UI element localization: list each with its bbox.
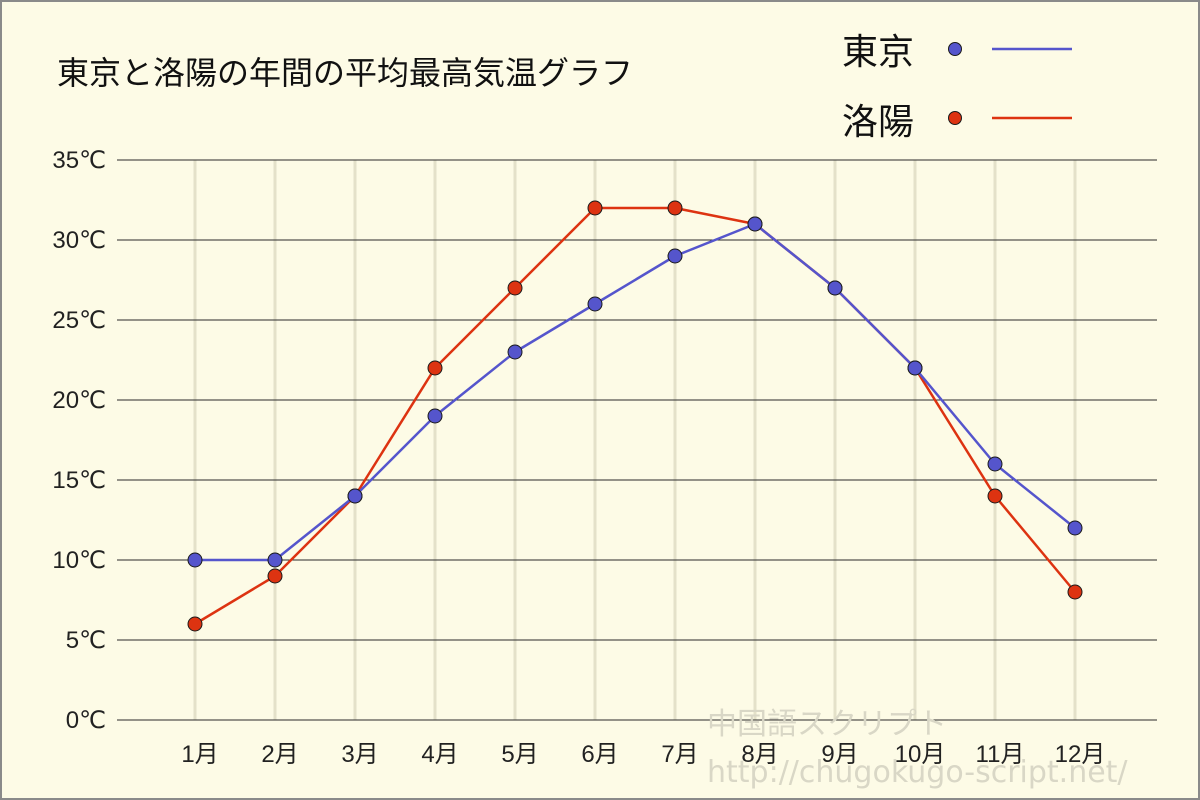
y-tick-label: 15℃ <box>52 467 106 494</box>
legend-label-luoyang: 洛陽 <box>842 102 914 143</box>
data-point <box>987 488 1003 504</box>
legend-label-tokyo: 東京 <box>842 32 914 73</box>
x-axis-ticks: 1月 2月 3月 4月 5月 6月 7月 8月 9月 10月 11月 12月 <box>181 741 1105 768</box>
x-tick-label: 5月 <box>501 741 538 768</box>
y-tick-label: 25℃ <box>52 307 106 334</box>
data-point <box>267 568 283 584</box>
legend: 東京 洛陽 <box>842 32 1072 143</box>
x-tick-label: 1月 <box>181 741 218 768</box>
data-point <box>507 344 523 360</box>
data-point <box>347 488 363 504</box>
y-tick-label: 35℃ <box>52 147 106 174</box>
x-tick-label: 7月 <box>661 741 698 768</box>
data-point <box>587 200 603 216</box>
data-point <box>427 360 443 376</box>
data-point <box>827 280 843 296</box>
horizontal-gridlines <box>117 159 1157 721</box>
data-point <box>907 360 923 376</box>
data-point <box>187 616 203 632</box>
data-point <box>987 456 1003 472</box>
chart-title: 東京と洛陽の年間の平均最高気温グラフ <box>57 54 633 92</box>
x-tick-label: 9月 <box>821 741 858 768</box>
x-tick-label: 8月 <box>741 741 778 768</box>
x-tick-label: 3月 <box>341 741 378 768</box>
series-lines <box>187 200 1083 632</box>
data-point <box>587 296 603 312</box>
x-tick-label: 6月 <box>581 741 618 768</box>
data-point <box>1067 520 1083 536</box>
data-point <box>267 552 283 568</box>
watermark-line2: http://chugokugo-script.net/ <box>707 755 1128 790</box>
y-tick-label: 5℃ <box>66 627 106 654</box>
x-tick-label: 10月 <box>895 741 946 768</box>
y-axis-ticks: 0℃ 5℃ 10℃ 15℃ 20℃ 25℃ 30℃ 35℃ <box>52 147 106 734</box>
vertical-gridlines <box>193 160 1077 720</box>
watermark-line1: 中国語スクリプト <box>707 707 947 742</box>
x-tick-label: 12月 <box>1055 741 1106 768</box>
legend-marker-luoyang <box>948 111 962 125</box>
series-line <box>195 222 1076 562</box>
data-point <box>1067 584 1083 600</box>
x-tick-label: 11月 <box>976 741 1025 768</box>
x-tick-label: 2月 <box>261 741 298 768</box>
data-point <box>427 408 443 424</box>
y-tick-label: 10℃ <box>52 547 106 574</box>
watermark: 中国語スクリプト http://chugokugo-script.net/ <box>707 707 1128 790</box>
legend-marker-tokyo <box>948 42 962 56</box>
data-point <box>187 552 203 568</box>
data-point <box>507 280 523 296</box>
data-point <box>747 216 763 232</box>
y-tick-label: 20℃ <box>52 387 106 414</box>
data-point <box>667 248 683 264</box>
x-tick-label: 4月 <box>421 741 458 768</box>
y-tick-label: 30℃ <box>52 227 106 254</box>
series-line <box>194 206 1076 626</box>
y-tick-label: 0℃ <box>66 707 106 734</box>
data-point <box>667 200 683 216</box>
